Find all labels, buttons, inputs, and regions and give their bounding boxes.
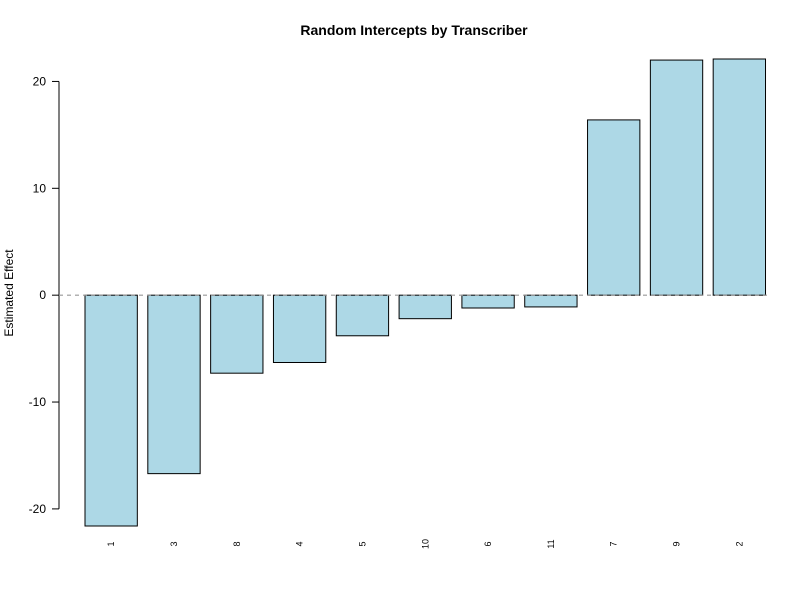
y-tick-label: 10 (33, 181, 47, 195)
bars-group (84, 58, 767, 527)
y-axis-label: Estimated Effect (2, 249, 16, 337)
bar-11 (524, 294, 578, 308)
x-tick-label-1: 1 (106, 541, 116, 546)
bar-2 (712, 58, 767, 296)
bar-9 (649, 59, 704, 296)
bar-8 (210, 294, 264, 374)
x-tick-label-11: 11 (546, 539, 556, 548)
bar-7 (587, 119, 641, 296)
bar-1 (84, 294, 138, 527)
x-tick-label-7: 7 (609, 541, 619, 546)
bar-3 (147, 294, 201, 475)
x-tick-label-4: 4 (295, 541, 305, 546)
x-tick-label-9: 9 (672, 541, 682, 546)
y-tick-label: 0 (39, 288, 46, 302)
x-tick-label-5: 5 (357, 541, 367, 546)
bar-6 (461, 294, 515, 309)
x-tick-label-10: 10 (420, 539, 430, 549)
bar-10 (398, 294, 452, 320)
y-tick-label: 20 (33, 74, 47, 88)
x-tick-label-8: 8 (232, 541, 242, 546)
x-tick-label-2: 2 (734, 541, 744, 546)
x-tick-labels: 1 3 8 4 5 10 6 11 7 9 2 (106, 539, 744, 549)
bar-5 (335, 294, 390, 337)
chart-title: Random Intercepts by Transcriber (300, 22, 528, 38)
y-tick-label: -10 (29, 395, 47, 409)
y-tick-label: -20 (29, 502, 47, 516)
x-tick-label-6: 6 (483, 541, 493, 546)
y-axis: -20 -10 0 10 20 (29, 74, 60, 516)
x-tick-label-3: 3 (169, 541, 179, 546)
bar-4 (272, 294, 327, 363)
